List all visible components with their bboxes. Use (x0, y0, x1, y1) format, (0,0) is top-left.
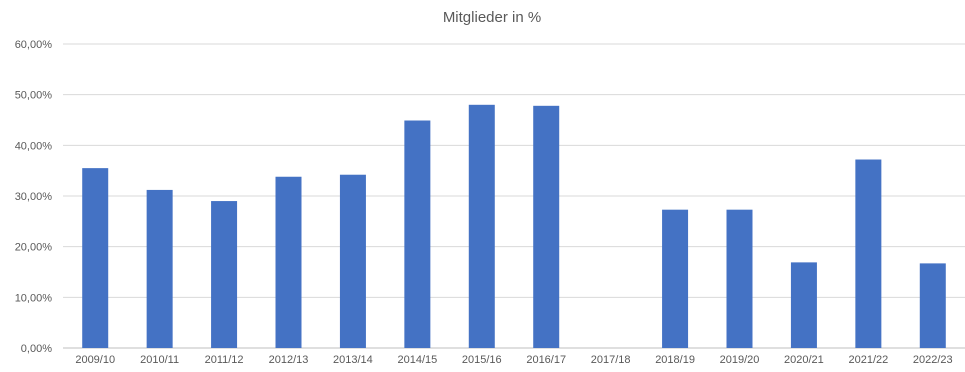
bar-2010-11 (146, 189, 173, 348)
y-tick-label: 40,00% (15, 140, 53, 152)
x-tick-label: 2010/11 (140, 354, 179, 366)
y-axis-ticks: 0,00% 10,00% 20,00% 30,00% 40,00% 50,00% 60,00… (15, 39, 53, 355)
x-tick-label: 2016/17 (526, 354, 566, 366)
y-tick-label: 30,00% (15, 191, 53, 203)
y-tick-label: 50,00% (15, 90, 53, 102)
bar-2022-23 (919, 263, 946, 348)
bar-2015-16 (468, 104, 495, 348)
y-tick-label: 20,00% (15, 242, 53, 254)
x-tick-label: 2013/14 (333, 354, 373, 366)
bar-2013-14 (339, 174, 366, 348)
x-tick-label: 2017/18 (591, 354, 631, 366)
x-tick-label: 2011/12 (205, 354, 244, 366)
bar-2014-15 (404, 120, 431, 348)
bar-2019-20 (726, 209, 753, 348)
x-tick-label: 2021/22 (848, 354, 888, 366)
bar-2012-13 (275, 176, 302, 348)
x-axis-ticks: 2009/10 2010/11 2011/12 2012/13 2013/14 2014/… (75, 354, 952, 366)
y-tick-label: 60,00% (15, 39, 53, 51)
x-tick-label: 2014/15 (397, 354, 437, 366)
x-tick-label: 2012/13 (269, 354, 309, 366)
bar-2020-21 (790, 262, 817, 348)
gridlines (63, 43, 965, 349)
bars (82, 104, 946, 349)
bar-2018-19 (662, 209, 689, 348)
y-tick-label: 10,00% (15, 292, 53, 304)
x-tick-label: 2020/21 (784, 354, 824, 366)
x-tick-label: 2009/10 (75, 354, 115, 366)
x-tick-label: 2019/20 (720, 354, 760, 366)
x-tick-label: 2015/16 (462, 354, 502, 366)
bar-2016-17 (533, 105, 560, 349)
chart-title: Mitglieder in % (443, 9, 541, 26)
bar-2021-22 (855, 159, 882, 348)
bar-2011-12 (211, 201, 238, 348)
bar-2009-10 (82, 168, 109, 348)
y-tick-label: 0,00% (21, 343, 52, 355)
x-tick-label: 2018/19 (655, 354, 695, 366)
x-tick-label: 2022/23 (913, 354, 953, 366)
